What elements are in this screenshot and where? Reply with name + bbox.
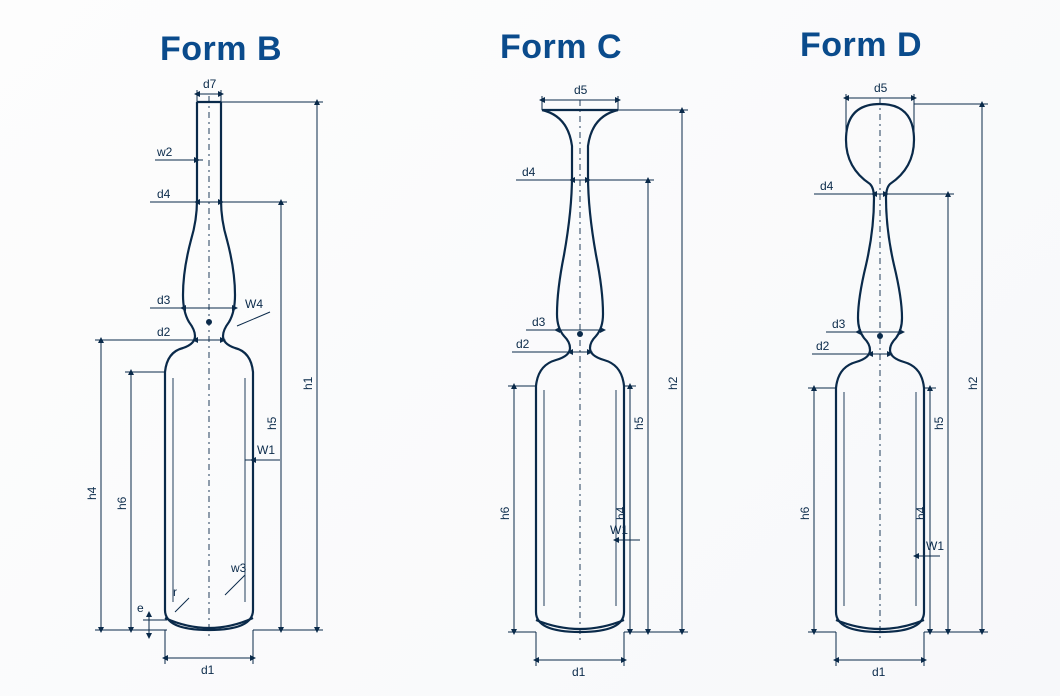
- label-d-d5: d5: [874, 81, 888, 95]
- label-c-w1: W1: [610, 523, 628, 537]
- label-h1: h1: [301, 376, 315, 390]
- label-d1: d1: [201, 663, 215, 677]
- label-c-d2: d2: [516, 337, 530, 351]
- label-d-d4: d4: [820, 179, 834, 193]
- label-d-h4: h4: [914, 506, 928, 520]
- label-c-h5: h5: [632, 416, 646, 430]
- label-h4: h4: [85, 486, 99, 500]
- diagram-form-c: d5 d4 d3 d2 h2 h5 h4 h6 W1 d1: [430, 90, 730, 690]
- label-c-d5: d5: [574, 83, 588, 97]
- label-d-d1: d1: [872, 665, 886, 679]
- label-r: r: [173, 585, 177, 599]
- diagram-form-b: d7 w2 d4 d3 W4 d2 h1 h5 h4 h6 W1 w3 e r: [55, 90, 365, 690]
- label-c-h2: h2: [666, 376, 680, 390]
- title-form-d: Form D: [800, 26, 922, 65]
- label-d-d3: d3: [832, 317, 846, 331]
- label-c-d3: d3: [532, 315, 546, 329]
- label-d-w1: W1: [926, 539, 944, 553]
- label-d-h2: h2: [966, 376, 980, 390]
- label-d7: d7: [203, 77, 217, 91]
- title-form-b: Form B: [160, 30, 282, 69]
- label-d4: d4: [157, 187, 171, 201]
- label-w3: w3: [230, 561, 247, 575]
- label-d-d2: d2: [816, 339, 830, 353]
- label-h6: h6: [115, 496, 129, 510]
- label-d3: d3: [157, 293, 171, 307]
- label-w4-upper: W4: [245, 297, 263, 311]
- label-c-h4: h4: [614, 506, 628, 520]
- label-h5: h5: [265, 416, 279, 430]
- label-c-h6: h6: [498, 506, 512, 520]
- diagram-form-d: d5 d4 d3 d2 h2 h5 h4 h6 W1 d1: [730, 90, 1030, 690]
- label-w2: w2: [156, 145, 173, 159]
- label-d2: d2: [157, 325, 171, 339]
- label-d-h6: h6: [798, 506, 812, 520]
- label-e: e: [137, 601, 144, 615]
- label-d-h5: h5: [932, 416, 946, 430]
- label-w1: W1: [257, 443, 275, 457]
- title-form-c: Form C: [500, 28, 622, 67]
- label-c-d4: d4: [522, 165, 536, 179]
- label-c-d1: d1: [572, 665, 586, 679]
